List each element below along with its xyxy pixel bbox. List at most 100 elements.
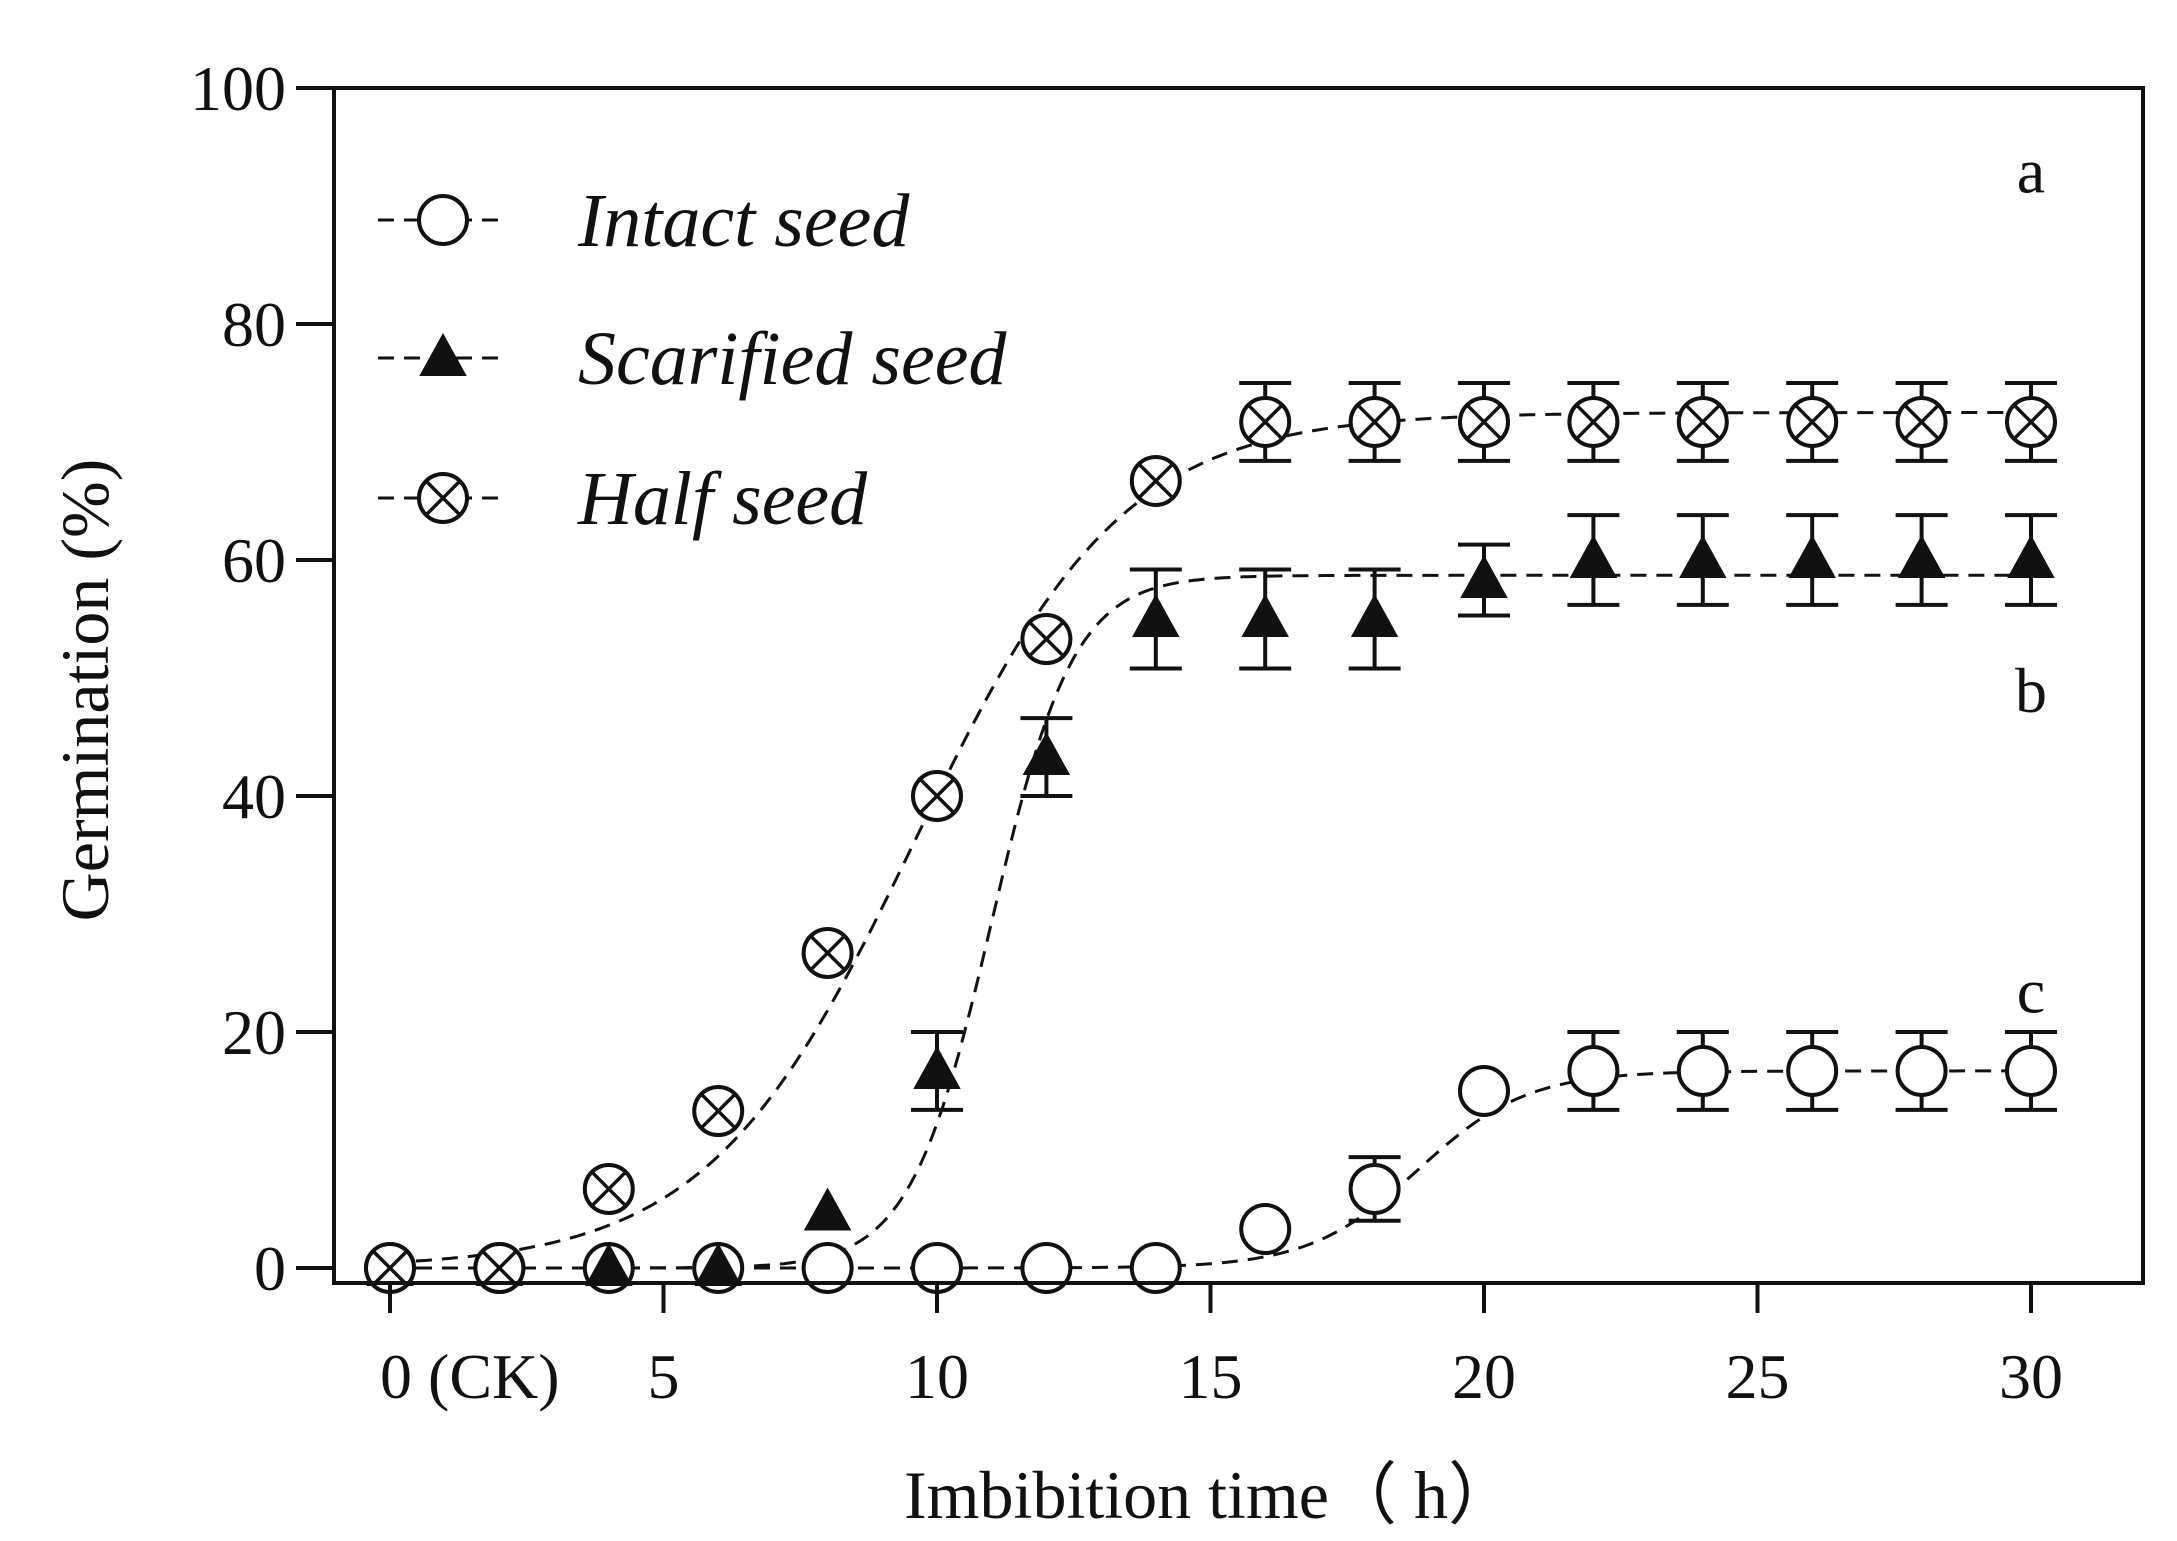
fit-curve-0 xyxy=(390,1069,2031,1270)
x-tick-label: 15 xyxy=(1179,1341,1243,1412)
data-point xyxy=(1567,395,1620,448)
x-tick-label: 10 xyxy=(905,1341,969,1412)
data-point xyxy=(2005,1044,2057,1097)
legend-entry: Intact seed xyxy=(378,179,910,263)
x-axis-title: Imbibition time（ h） xyxy=(904,1457,1516,1533)
marker-cross xyxy=(699,1092,737,1130)
marker-cross xyxy=(1793,403,1831,441)
marker-circle xyxy=(2005,1044,2057,1097)
marker-circle xyxy=(1020,1242,1073,1294)
marker-circle xyxy=(417,194,469,246)
marker-triangle xyxy=(1897,535,1946,578)
significance-label: a xyxy=(2017,136,2045,207)
data-point xyxy=(582,1162,635,1215)
marker-cross xyxy=(1903,403,1940,441)
significance-label: c xyxy=(2017,956,2045,1027)
marker-circle xyxy=(1239,1203,1292,1256)
data-point xyxy=(1676,1044,1729,1097)
fit-curves xyxy=(389,411,2031,1270)
data-point xyxy=(473,1242,526,1294)
marker-cross xyxy=(1137,462,1175,500)
data-point xyxy=(911,770,963,822)
marker-triangle xyxy=(694,1243,742,1286)
marker-cross xyxy=(918,777,956,815)
y-tick-label: 0 xyxy=(254,1233,286,1304)
x-tick-label: 25 xyxy=(1726,1341,1790,1412)
marker-cross xyxy=(1465,403,1503,441)
marker-triangle xyxy=(1679,535,1727,578)
fit-curve-1 xyxy=(390,573,2031,1270)
data-point xyxy=(1569,535,1618,578)
data-point xyxy=(801,1242,854,1294)
marker-cross xyxy=(590,1170,628,1208)
data-point xyxy=(1239,1203,1292,1256)
significance-label: b xyxy=(2015,655,2047,726)
marker-cross xyxy=(481,1249,518,1287)
marker-circle xyxy=(1567,1044,1620,1097)
data-point xyxy=(692,1085,745,1138)
legend-label: Half seed xyxy=(577,457,868,541)
marker-cross xyxy=(1575,403,1612,441)
data-point xyxy=(1239,395,1292,448)
marker-circle xyxy=(1129,1242,1182,1294)
marker-circle xyxy=(1895,1044,1948,1097)
data-point xyxy=(1786,395,1839,448)
marker-triangle xyxy=(1569,535,1618,578)
y-tick-label: 80 xyxy=(222,289,286,360)
data-point xyxy=(1022,732,1071,776)
legend: Intact seed Scarified seed Half seed xyxy=(378,179,1007,541)
data-point xyxy=(1020,1242,1073,1294)
data-point xyxy=(585,1243,633,1286)
data-point xyxy=(1348,1162,1401,1215)
marker-circle xyxy=(1348,1162,1401,1215)
y-tick-label: 60 xyxy=(222,525,286,596)
marker-triangle xyxy=(1132,594,1180,637)
legend-label: Intact seed xyxy=(577,179,910,263)
x-tick-label: 30 xyxy=(1999,1341,2063,1412)
marker-triangle xyxy=(1241,594,1289,637)
data-point xyxy=(1348,395,1401,448)
data-point xyxy=(1460,555,1508,599)
legend-label: Scarified seed xyxy=(578,317,1007,401)
marker-circle xyxy=(801,1242,854,1294)
marker-triangle xyxy=(913,1045,961,1089)
marker-triangle xyxy=(2007,535,2055,578)
plot-frame xyxy=(332,86,2145,1285)
y-axis-title: Germination (%) xyxy=(47,459,123,922)
y-tick-label: 20 xyxy=(222,997,286,1068)
marker-cross xyxy=(809,934,846,972)
data-point xyxy=(2005,395,2057,448)
data-point xyxy=(801,926,854,979)
data-point xyxy=(1132,594,1180,637)
data-point xyxy=(1676,395,1729,448)
data-point xyxy=(1129,454,1182,507)
data-point xyxy=(1895,395,1948,448)
data-point xyxy=(694,1243,742,1286)
marker-cross xyxy=(371,1249,409,1287)
data-point xyxy=(2007,535,2055,578)
data-point xyxy=(803,1187,852,1231)
data-point xyxy=(1897,535,1946,578)
data-point xyxy=(1679,535,1727,578)
marker-cross xyxy=(424,479,462,517)
data-point xyxy=(1895,1044,1948,1097)
marker-triangle xyxy=(585,1243,633,1286)
y-tick-label: 40 xyxy=(222,761,286,832)
data-point xyxy=(1129,1242,1182,1294)
x-tick-label: 0 (CK) xyxy=(380,1341,560,1412)
marker-cross xyxy=(1028,620,1065,658)
marker-cross xyxy=(1356,403,1393,441)
significance-labels: c b a xyxy=(2015,136,2047,1027)
legend-marker xyxy=(417,472,469,524)
marker-cross xyxy=(2012,403,2050,441)
marker-triangle xyxy=(419,333,467,376)
legend-marker xyxy=(419,333,467,376)
marker-cross xyxy=(1246,403,1284,441)
x-tick-label: 5 xyxy=(648,1341,680,1412)
marker-circle xyxy=(1676,1044,1729,1097)
legend-entry: Scarified seed xyxy=(378,317,1007,401)
legend-entry: Half seed xyxy=(378,457,868,541)
data-point xyxy=(1786,1044,1839,1097)
data-point xyxy=(913,1045,961,1089)
